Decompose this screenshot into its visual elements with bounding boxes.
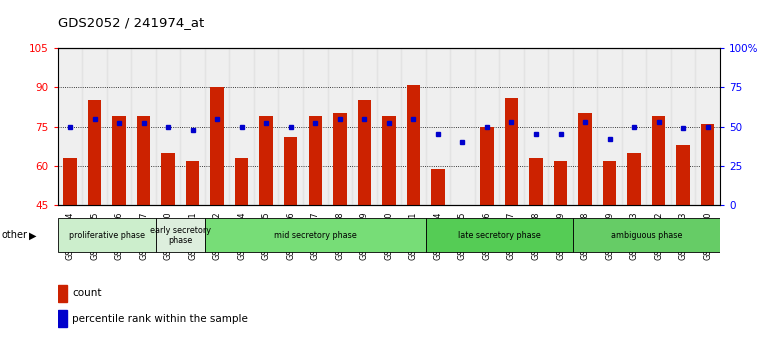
Bar [229, 48, 254, 205]
Text: ambiguous phase: ambiguous phase [611, 231, 682, 240]
Bar [137, 116, 150, 205]
Bar [156, 48, 180, 205]
Bar [431, 169, 444, 205]
Bar [499, 48, 524, 205]
Bar [58, 48, 82, 205]
Bar [426, 218, 573, 252]
Bar [82, 48, 107, 205]
Text: GDS2052 / 241974_at: GDS2052 / 241974_at [58, 16, 204, 29]
Bar [573, 218, 720, 252]
Bar [235, 158, 249, 205]
Bar [628, 153, 641, 205]
Bar [259, 116, 273, 205]
Bar [450, 48, 474, 205]
Bar [598, 48, 622, 205]
Text: mid secretory phase: mid secretory phase [274, 231, 357, 240]
Bar [701, 124, 715, 205]
Bar [548, 48, 573, 205]
Bar [279, 48, 303, 205]
Bar [309, 116, 322, 205]
Bar [333, 113, 347, 205]
Bar [186, 161, 199, 205]
Text: ▶: ▶ [29, 230, 37, 240]
Bar [578, 113, 592, 205]
Bar [112, 116, 126, 205]
Bar [505, 98, 518, 205]
Bar [573, 48, 598, 205]
Bar [210, 87, 224, 205]
Bar [205, 218, 426, 252]
Bar [603, 161, 616, 205]
Bar [357, 100, 371, 205]
Text: late secretory phase: late secretory phase [458, 231, 541, 240]
Bar [107, 48, 132, 205]
Text: other: other [2, 230, 28, 240]
Text: count: count [72, 288, 102, 298]
Bar [474, 48, 499, 205]
Bar [652, 116, 665, 205]
Bar [480, 127, 494, 205]
Bar [676, 145, 690, 205]
Bar [180, 48, 205, 205]
Bar [327, 48, 352, 205]
Bar [58, 310, 68, 327]
Text: proliferative phase: proliferative phase [69, 231, 145, 240]
Text: early secretory
phase: early secretory phase [150, 226, 211, 245]
Bar [156, 218, 205, 252]
Bar [58, 285, 68, 302]
Bar [426, 48, 450, 205]
Bar [382, 116, 396, 205]
Bar [63, 158, 77, 205]
Bar [377, 48, 401, 205]
Bar [254, 48, 279, 205]
Bar [284, 137, 297, 205]
Bar [622, 48, 646, 205]
Bar [88, 100, 102, 205]
Bar [205, 48, 229, 205]
Bar [646, 48, 671, 205]
Bar [529, 158, 543, 205]
Bar [671, 48, 695, 205]
Bar [303, 48, 327, 205]
Bar [401, 48, 426, 205]
Bar [524, 48, 548, 205]
Bar [352, 48, 377, 205]
Bar [58, 218, 156, 252]
Bar [554, 161, 567, 205]
Bar [162, 153, 175, 205]
Bar [407, 85, 420, 205]
Text: percentile rank within the sample: percentile rank within the sample [72, 314, 248, 324]
Bar [132, 48, 156, 205]
Bar [695, 48, 720, 205]
